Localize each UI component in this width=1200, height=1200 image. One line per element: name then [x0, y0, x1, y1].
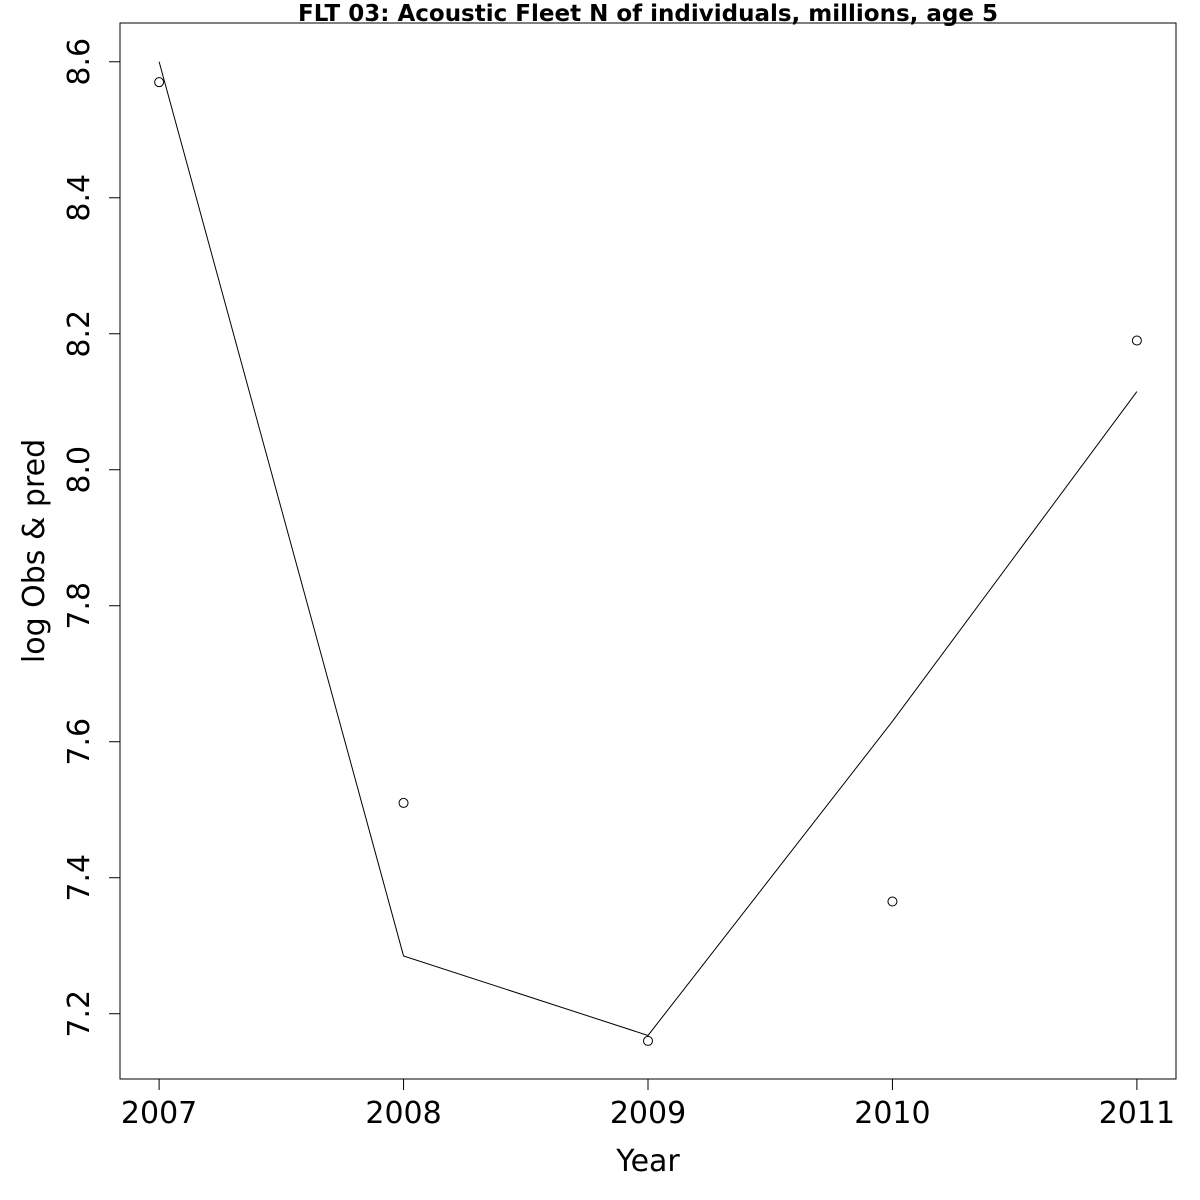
y-tick-label: 8.6: [62, 38, 97, 86]
x-tick-label: 2011: [1099, 1096, 1175, 1131]
y-tick-label: 8.2: [62, 310, 97, 358]
observed-point: [643, 1035, 653, 1046]
x-tick-label: 2009: [610, 1096, 686, 1131]
x-axis: 2007 2008 2009 2010 2011: [121, 1078, 1175, 1131]
y-tick-label: 8.4: [62, 174, 97, 222]
x-tick-label: 2010: [854, 1096, 930, 1131]
y-tick-label: 7.2: [62, 990, 97, 1038]
y-tick-label: 7.4: [62, 854, 97, 902]
y-tick-label: 8.0: [62, 446, 97, 494]
predicted-line: [158, 61, 1138, 1037]
y-tick-label: 7.8: [62, 582, 97, 630]
plot-frame: [119, 22, 1177, 1080]
observed-point: [154, 77, 165, 88]
x-tick-label: 2008: [365, 1096, 441, 1131]
x-tick-label: 2007: [121, 1096, 197, 1131]
x-axis-label: Year: [615, 1144, 680, 1179]
observed-point: [398, 797, 409, 808]
observed-point: [1131, 335, 1142, 346]
observed-point: [887, 896, 898, 907]
y-tick-label: 7.6: [62, 718, 97, 766]
y-axis-label: log Obs & pred: [17, 439, 52, 663]
series-layer: [154, 61, 1142, 1046]
y-axis: 7.2 7.4 7.6 7.8 8.0 8.2 8.4 8.6: [62, 38, 121, 1038]
